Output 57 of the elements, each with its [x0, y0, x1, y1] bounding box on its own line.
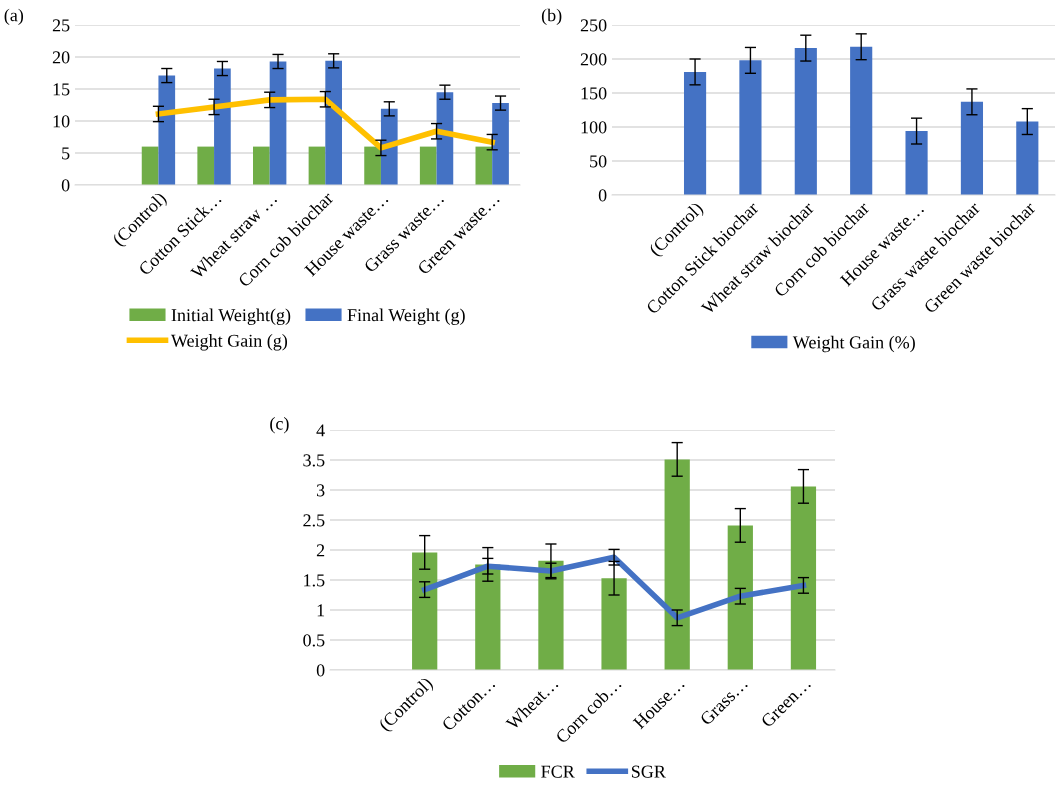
bar [850, 46, 873, 195]
y-tick-label: 25 [52, 19, 70, 32]
legend-label: FCR [541, 765, 575, 778]
bar [419, 146, 437, 185]
bar [739, 60, 762, 195]
bar [412, 552, 438, 670]
legend-label: Weight Gain (g) [170, 334, 288, 351]
legend-label: Weight Gain (%) [792, 335, 915, 353]
y-tick-label: 4 [316, 424, 325, 437]
legend-label: Final Weight (g) [347, 308, 465, 325]
bar [436, 92, 454, 185]
y-tick-label: 0.5 [303, 634, 325, 647]
bar [475, 564, 501, 670]
bar [727, 525, 753, 670]
chart-title: (b) [541, 8, 562, 25]
bar [790, 486, 817, 670]
bar [905, 131, 928, 195]
y-tick-label: 2.5 [303, 514, 325, 527]
y-tick-label: 50 [590, 155, 607, 168]
bar [794, 48, 817, 195]
y-tick-label: 100 [581, 121, 607, 134]
y-tick-label: 1 [317, 604, 325, 617]
bar [197, 146, 215, 185]
legend-label: Initial Weight(g) [171, 308, 291, 325]
bar [1016, 121, 1039, 195]
bar [308, 146, 326, 185]
y-tick-label: 200 [580, 53, 607, 66]
y-tick-label: 15 [53, 83, 70, 96]
bar [601, 578, 627, 670]
bar [141, 146, 159, 185]
bar [158, 75, 176, 185]
y-tick-label: 0 [316, 664, 325, 677]
bar [325, 60, 342, 185]
bar [364, 146, 381, 185]
chart-title: (c) [270, 417, 289, 434]
bar [253, 146, 270, 185]
y-tick-label: 250 [580, 19, 607, 32]
y-tick-label: 0 [598, 189, 607, 202]
bar [683, 71, 707, 195]
y-tick-label: 10 [53, 115, 70, 128]
y-tick-label: 1.5 [304, 574, 325, 587]
bar [214, 68, 231, 185]
y-tick-label: 0 [61, 179, 70, 192]
legend-label: SGR [631, 765, 666, 778]
y-tick-label: 150 [581, 87, 607, 100]
bar [960, 101, 984, 195]
bar [538, 560, 564, 670]
y-tick-label: 2 [316, 544, 325, 557]
bar [664, 459, 690, 670]
bar [492, 103, 509, 185]
y-tick-label: 3 [316, 484, 325, 497]
bar [269, 61, 287, 185]
y-tick-label: 3.5 [303, 454, 325, 467]
y-tick-label: 20 [52, 51, 70, 64]
y-tick-label: 5 [62, 147, 70, 160]
bar [475, 146, 493, 185]
chart-title: (a) [4, 8, 24, 25]
